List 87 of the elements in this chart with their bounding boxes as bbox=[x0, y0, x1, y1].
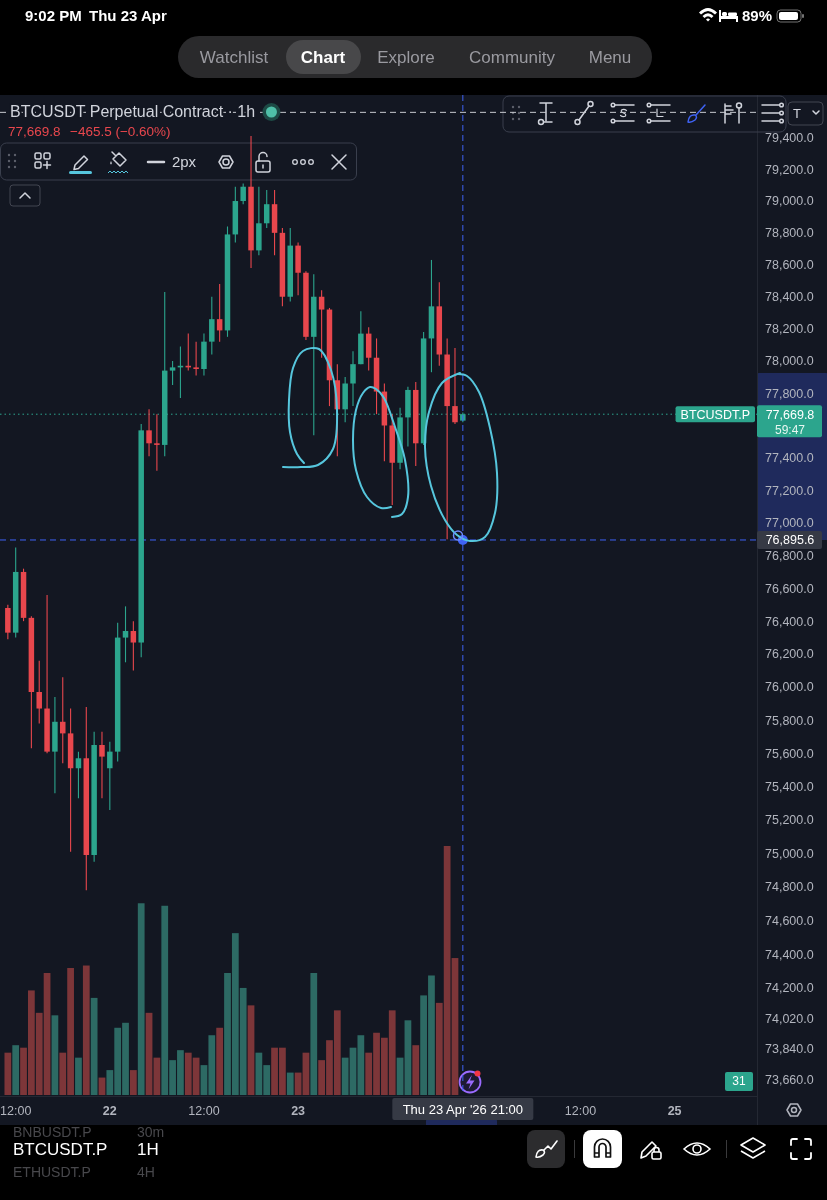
bar bbox=[75, 1057, 82, 1095]
candlestick bbox=[36, 660, 42, 724]
text: BTCUSDT.P bbox=[13, 1140, 108, 1159]
y-tick-label: 79,000.0 bbox=[765, 194, 814, 209]
candlestick bbox=[169, 360, 176, 386]
y-tick-label: 78,800.0 bbox=[765, 226, 814, 241]
ref-line-label: 77,669.8 bbox=[765, 407, 815, 422]
y-tick-label: 75,600.0 bbox=[765, 746, 814, 761]
text: 59:47 bbox=[774, 423, 806, 437]
candlestick bbox=[60, 676, 66, 764]
bar bbox=[216, 1027, 224, 1095]
y-tick-label: 78,200.0 bbox=[765, 322, 814, 337]
y-tick-label: 74,020.0 bbox=[765, 1011, 814, 1026]
y-tick-label: 75,000.0 bbox=[765, 846, 814, 861]
text: 1H bbox=[137, 1140, 159, 1159]
y-tick-label: 78,000.0 bbox=[765, 354, 814, 369]
bar bbox=[12, 1045, 20, 1095]
ref-line-label: 76,895.6 bbox=[765, 533, 815, 548]
bar bbox=[412, 1045, 420, 1095]
y-tick-label: 74,400.0 bbox=[765, 947, 814, 962]
x-tick-label: 12:00 bbox=[0, 1104, 32, 1118]
candlestick bbox=[99, 731, 105, 799]
bar bbox=[310, 972, 318, 1095]
candlestick bbox=[146, 408, 152, 457]
bar bbox=[129, 1070, 137, 1095]
y-tick-label: 79,400.0 bbox=[765, 130, 814, 145]
y-tick-label: 76,800.0 bbox=[765, 548, 814, 563]
annotation: −465.5 (−0.60%) bbox=[70, 124, 171, 139]
text: Watchlist bbox=[199, 48, 269, 67]
text: BNBUSDT.P bbox=[13, 1124, 92, 1140]
bar bbox=[137, 903, 145, 1095]
candlestick bbox=[107, 741, 113, 811]
candlestick bbox=[240, 183, 246, 205]
text: ETHUSDT.P bbox=[13, 1164, 91, 1180]
y-tick-label: 77,200.0 bbox=[765, 483, 814, 498]
x-tick-label: 22 bbox=[102, 1104, 117, 1118]
y-tick-label: 77,400.0 bbox=[765, 451, 814, 466]
candlestick bbox=[318, 289, 325, 359]
text: Menu bbox=[588, 48, 632, 67]
x-tick-label: 25 bbox=[667, 1104, 682, 1118]
annotation: BTCUSDT.P bbox=[680, 407, 750, 422]
y-tick-label: 78,400.0 bbox=[765, 290, 814, 305]
candlestick bbox=[193, 341, 199, 376]
text: 9:02 PM bbox=[25, 7, 82, 24]
y-tick-label: 77,000.0 bbox=[765, 516, 814, 531]
annotation: 77,669.8 bbox=[8, 124, 61, 139]
text: Explore bbox=[377, 48, 435, 67]
y-tick-label: 76,400.0 bbox=[765, 614, 814, 629]
ref-line-label: Thu 23 Apr '26 21:00 bbox=[402, 1101, 523, 1117]
bar bbox=[82, 965, 90, 1095]
candlestick bbox=[263, 189, 270, 229]
y-tick-label: 74,200.0 bbox=[765, 981, 814, 996]
y-tick-label: 76,200.0 bbox=[765, 647, 814, 662]
text: 4H bbox=[137, 1164, 155, 1180]
text: 89% bbox=[741, 7, 772, 24]
text: T bbox=[793, 106, 802, 121]
candlestick bbox=[130, 620, 137, 672]
y-tick-label: 77,800.0 bbox=[765, 386, 814, 401]
x-tick-label: 12:00 bbox=[188, 1104, 220, 1118]
y-tick-label: 75,800.0 bbox=[765, 713, 814, 728]
x-tick-label: 23 bbox=[291, 1104, 306, 1118]
y-tick-label: 76,600.0 bbox=[765, 581, 814, 596]
y-tick-label: 76,000.0 bbox=[765, 680, 814, 695]
y-tick-label: 79,200.0 bbox=[765, 162, 814, 177]
bar bbox=[90, 997, 98, 1095]
text: Community bbox=[469, 48, 556, 67]
y-tick-label: 75,200.0 bbox=[765, 813, 814, 828]
x-tick-label: 12:00 bbox=[564, 1104, 597, 1118]
candlestick bbox=[154, 413, 160, 472]
candlestick bbox=[75, 751, 82, 799]
y-tick-label: 73,660.0 bbox=[765, 1073, 814, 1088]
text: Chart bbox=[300, 48, 346, 67]
candlestick bbox=[452, 347, 458, 425]
bar bbox=[4, 1052, 12, 1095]
y-tick-label: 73,840.0 bbox=[765, 1042, 814, 1057]
candlestick bbox=[350, 350, 356, 407]
text: Thu 23 Apr bbox=[89, 7, 167, 24]
bar bbox=[286, 1072, 294, 1095]
y-tick-label: 75,400.0 bbox=[765, 779, 814, 794]
annotation: 31 bbox=[732, 1074, 746, 1088]
y-tick-label: 78,600.0 bbox=[765, 258, 814, 273]
y-tick-label: 74,800.0 bbox=[765, 880, 814, 895]
candlestick bbox=[209, 296, 215, 356]
y-tick-label: 74,600.0 bbox=[765, 913, 814, 928]
annotation: 2px bbox=[171, 153, 197, 170]
candlestick bbox=[122, 605, 129, 663]
text: 30m bbox=[137, 1124, 165, 1140]
